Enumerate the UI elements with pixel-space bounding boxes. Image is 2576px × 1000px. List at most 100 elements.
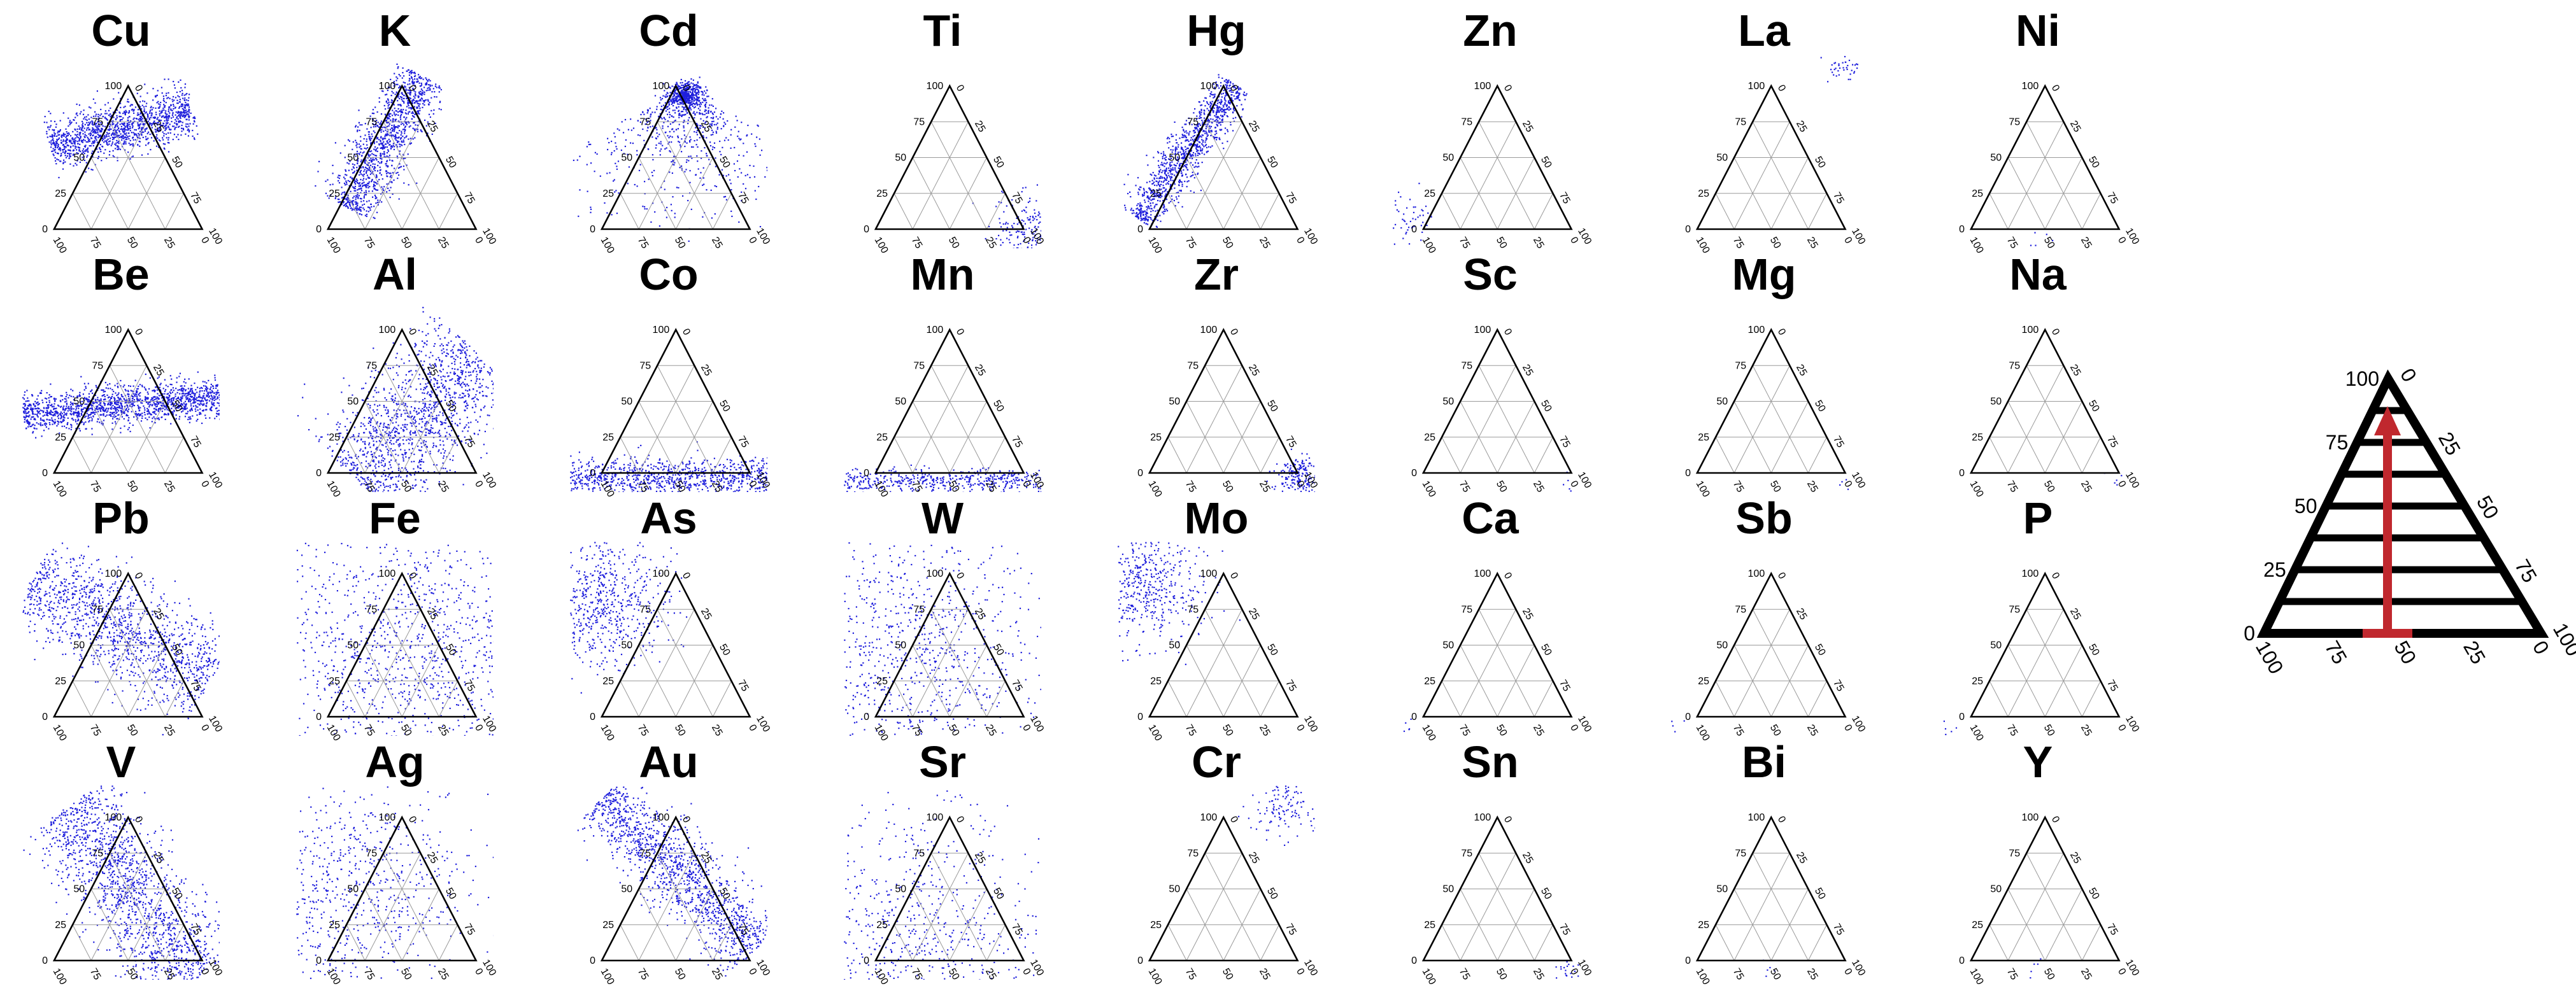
- tick-label: 50: [1768, 236, 1783, 251]
- tick-label: 0: [1502, 571, 1514, 581]
- tick-label: 0: [316, 712, 322, 722]
- legend-tick-label: 0: [2244, 622, 2255, 645]
- tick-label: 25: [425, 119, 440, 134]
- scatter-points: [578, 787, 769, 977]
- tick-label: 0: [1775, 83, 1788, 94]
- tick-label: 0: [590, 224, 595, 235]
- tick-label: 50: [1220, 236, 1235, 251]
- tick-label: 75: [1457, 723, 1472, 738]
- panel-title: Au: [639, 737, 698, 787]
- tick-label: 75: [1187, 848, 1199, 859]
- tick-label: 100: [51, 723, 69, 743]
- legend-tick-label: 100: [2345, 367, 2379, 390]
- tick-label: 0: [1228, 815, 1240, 825]
- tick-label: 75: [2009, 360, 2020, 371]
- ternary-grid: [620, 609, 731, 717]
- tick-label: 50: [125, 967, 140, 982]
- tick-label: 25: [1246, 607, 1262, 622]
- tick-label: 25: [2079, 236, 2094, 251]
- tick-label: 100: [325, 236, 343, 256]
- tick-label: 50: [1169, 153, 1180, 164]
- tick-label: 50: [1990, 397, 2002, 407]
- tick-label: 75: [1457, 236, 1472, 251]
- tick-label: 25: [55, 920, 66, 931]
- panel-title: Zr: [1194, 250, 1239, 299]
- tick-label: 75: [1557, 434, 1572, 449]
- tick-label: 0: [746, 236, 758, 246]
- panel-title: Ti: [923, 6, 962, 55]
- tick-label: 100: [1200, 568, 1218, 579]
- tick-label: 75: [1831, 190, 1846, 206]
- tick-label: 75: [913, 116, 925, 127]
- tick-label: 0: [864, 712, 869, 722]
- ternary-grid: [1716, 609, 1826, 717]
- panel-title: Sr: [919, 737, 966, 787]
- tick-label: 50: [1494, 236, 1509, 251]
- tick-label: 25: [55, 676, 66, 687]
- tick-label: 50: [1812, 398, 1828, 414]
- panel-title: Al: [373, 250, 417, 299]
- tick-label: 0: [1685, 468, 1691, 479]
- tick-label: 25: [972, 607, 988, 622]
- tick-label: 75: [1557, 190, 1572, 206]
- tick-label: 100: [599, 723, 616, 743]
- ternary-grid: [1716, 853, 1826, 961]
- tick-label: 0: [680, 571, 692, 581]
- tick-label: 100: [1200, 81, 1218, 92]
- tick-label: 25: [1531, 479, 1546, 495]
- tick-label: 100: [379, 568, 396, 579]
- ternary-grid: [1989, 122, 2100, 229]
- tick-label: 0: [406, 815, 418, 825]
- tick-label: 25: [1246, 850, 1262, 866]
- tick-label: 50: [991, 155, 1006, 170]
- tick-label: 0: [132, 327, 145, 337]
- tick-label: 25: [436, 967, 451, 982]
- tick-label: 25: [436, 479, 451, 495]
- tick-label: 75: [736, 434, 751, 449]
- tick-label: 50: [895, 153, 906, 164]
- tick-label: 50: [991, 398, 1006, 414]
- tick-label: 50: [347, 397, 359, 407]
- tick-label: 50: [672, 723, 688, 738]
- tick-label: 0: [406, 327, 418, 337]
- tick-label: 0: [1842, 967, 1854, 977]
- tick-label: 25: [1794, 850, 1809, 866]
- tick-label: 100: [51, 479, 69, 500]
- tick-label: 0: [1020, 723, 1032, 733]
- scatter-points: [297, 543, 495, 737]
- scatter-points: [1563, 472, 1572, 492]
- tick-label: 50: [991, 886, 1006, 901]
- tick-label: 50: [2086, 886, 2102, 901]
- tick-label: 50: [621, 153, 632, 164]
- tick-label: 100: [1474, 568, 1491, 579]
- tick-label: 75: [1283, 678, 1299, 693]
- panel-title: Cr: [1192, 737, 1241, 787]
- tick-label: 75: [909, 967, 925, 982]
- tick-label: 0: [1411, 955, 1417, 966]
- scatter-points: [573, 76, 768, 250]
- tick-label: 50: [1812, 886, 1828, 901]
- panel-title: Fe: [369, 493, 421, 543]
- tick-label: 75: [1461, 360, 1472, 371]
- ternary-grid: [620, 365, 731, 473]
- panel-title: Ni: [2016, 6, 2060, 55]
- tick-label: 50: [2042, 236, 2057, 251]
- panel-title: Cu: [91, 6, 150, 55]
- tick-label: 0: [1502, 815, 1514, 825]
- ternary-grid: [346, 609, 457, 717]
- tick-label: 100: [325, 967, 343, 987]
- tick-label: 100: [1146, 479, 1164, 500]
- tick-label: 50: [621, 640, 632, 651]
- tick-label: 75: [636, 236, 651, 251]
